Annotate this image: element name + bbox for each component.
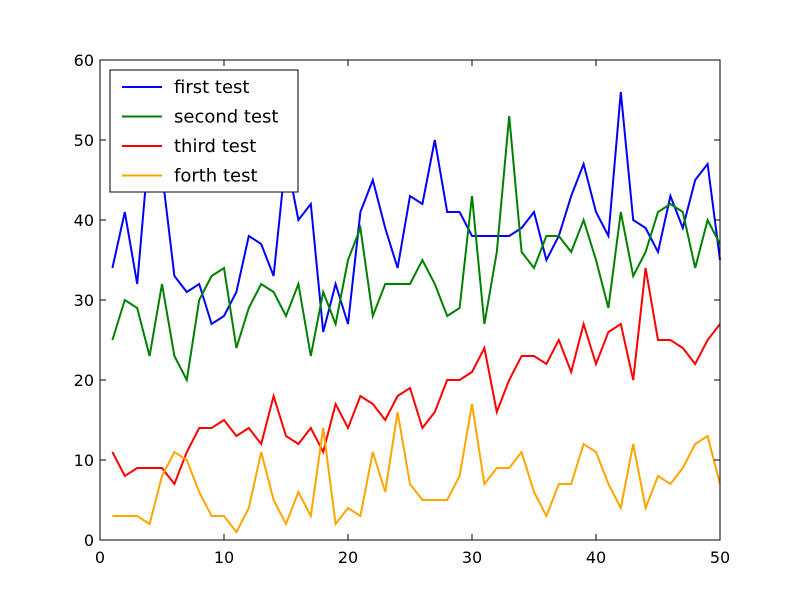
series-layer <box>111 91 721 534</box>
y-tick-label: 20 <box>74 371 94 390</box>
x-tick-label: 10 <box>214 548 234 567</box>
legend-label-1: first test <box>174 77 249 98</box>
series-line-2 <box>111 115 721 384</box>
series-line-4 <box>112 403 721 534</box>
series-line-1 <box>111 91 721 333</box>
y-tick-label: 40 <box>74 211 94 230</box>
ticks-layer: 0 10 20 30 40 50 0 10 20 30 40 50 60 <box>74 51 731 567</box>
legend-label-2: second test <box>174 107 278 128</box>
x-tick-label: 0 <box>95 548 105 567</box>
y-tick-label: 50 <box>74 131 94 150</box>
y-tick-label: 0 <box>84 531 94 550</box>
y-tick-label: 30 <box>74 291 94 310</box>
series-line-3 <box>111 267 721 487</box>
x-tick-label: 40 <box>586 548 606 567</box>
x-tick-label: 30 <box>462 548 482 567</box>
x-tick-label: 20 <box>338 548 358 567</box>
x-tick-label: 50 <box>710 548 730 567</box>
y-tick-label: 10 <box>74 451 94 470</box>
legend-box <box>109 69 299 193</box>
legend-label-3: third test <box>174 136 256 157</box>
legend-label-4: forth test <box>174 166 258 187</box>
legend: first test second test third test forth tes… <box>109 69 299 193</box>
y-tick-label: 60 <box>74 51 94 70</box>
